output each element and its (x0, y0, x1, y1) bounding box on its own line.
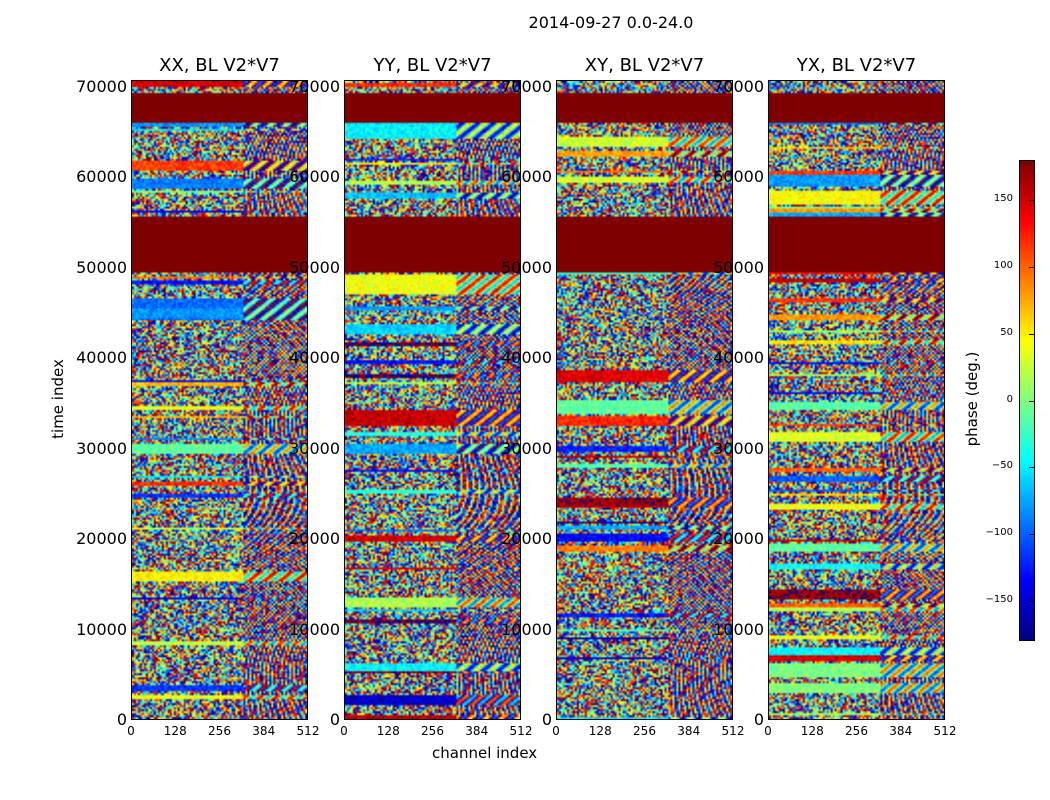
x-tick-label: 384 (252, 724, 276, 738)
x-tick-label: 256 (633, 724, 656, 738)
x-tick-label: 128 (376, 724, 400, 738)
y-tick-label: 10000 (501, 619, 552, 639)
x-tick-label: 384 (465, 724, 489, 738)
panel-title: YY, BL V2*V7 (373, 55, 492, 76)
y-tick-label: 20000 (713, 529, 764, 549)
panel-title: XX, BL V2*V7 (159, 55, 280, 76)
y-tick-label: 60000 (76, 167, 127, 187)
y-tick-label: 10000 (713, 619, 764, 639)
y-tick-label: 30000 (501, 438, 552, 458)
heatmap-panel (768, 80, 945, 720)
colorbar-tick-mark (1029, 400, 1035, 402)
x-tick-label: 512 (721, 724, 745, 738)
y-tick-label: 20000 (289, 529, 340, 549)
colorbar-tick-mark (1029, 534, 1035, 536)
x-axis-label: channel index (432, 744, 538, 762)
x-tick-label: 128 (800, 724, 824, 738)
y-tick-label: 50000 (289, 257, 340, 277)
x-tick-label: 512 (509, 724, 533, 738)
y-axis-label: time index (49, 359, 67, 439)
colorbar-tick-label: 100 (993, 259, 1013, 271)
y-tick-label: 0 (329, 710, 340, 729)
y-tick-label: 60000 (501, 167, 552, 187)
y-tick-label: 10000 (76, 619, 127, 639)
x-tick-label: 256 (421, 724, 444, 738)
colorbar-tick-label: 50 (1000, 326, 1013, 338)
y-tick-label: 10000 (289, 619, 340, 639)
heatmap-image (769, 81, 944, 719)
y-tick-label: 70000 (501, 77, 552, 96)
colorbar-tick-mark (1029, 333, 1035, 335)
y-tick-label: 40000 (713, 348, 764, 368)
x-tick-label: 384 (889, 724, 913, 738)
y-tick-label: 50000 (501, 257, 552, 277)
y-tick-label: 30000 (76, 438, 127, 458)
y-tick-label: 50000 (76, 257, 127, 277)
y-tick-label: 0 (116, 710, 127, 729)
heatmap-image (132, 81, 307, 719)
x-tick-label: 256 (845, 724, 868, 738)
x-tick-label: 0 (552, 724, 560, 738)
heatmap-panel (556, 80, 733, 720)
x-tick-label: 128 (163, 724, 187, 738)
y-tick-label: 40000 (501, 348, 552, 368)
colorbar-tick-label: −100 (985, 527, 1013, 539)
panel-title: YX, BL V2*V7 (796, 55, 917, 76)
y-tick-label: 40000 (76, 348, 127, 368)
x-tick-label: 256 (208, 724, 231, 738)
y-tick-label: 40000 (289, 348, 340, 368)
y-tick-label: 0 (541, 710, 552, 729)
y-tick-label: 60000 (289, 167, 340, 187)
colorbar-tick-mark (1029, 467, 1035, 469)
x-tick-label: 512 (933, 724, 957, 738)
colorbar-tick-mark (1029, 600, 1035, 602)
x-tick-label: 0 (127, 724, 135, 738)
y-tick-label: 30000 (289, 438, 340, 458)
y-tick-label: 20000 (76, 529, 127, 549)
x-tick-label: 128 (588, 724, 612, 738)
x-tick-label: 0 (340, 724, 348, 738)
heatmap-image (345, 81, 520, 719)
panel-title: XY, BL V2*V7 (584, 55, 705, 76)
y-tick-label: 70000 (76, 77, 127, 96)
y-tick-label: 30000 (713, 438, 764, 458)
y-tick-label: 70000 (289, 77, 340, 96)
heatmap-panel (131, 80, 308, 720)
figure-title: 2014-09-27 0.0-24.0 (528, 13, 694, 32)
colorbar-tick-label: −150 (985, 593, 1013, 605)
x-tick-label: 384 (677, 724, 701, 738)
x-tick-label: 0 (764, 724, 772, 738)
heatmap-image (557, 81, 732, 719)
y-tick-label: 0 (753, 710, 764, 729)
y-tick-label: 60000 (713, 167, 764, 187)
heatmap-panel (344, 80, 521, 720)
x-tick-label: 512 (296, 724, 320, 738)
colorbar-tick-label: 0 (1006, 393, 1013, 405)
colorbar-tick-label: −50 (991, 460, 1013, 472)
colorbar-gradient (1020, 161, 1034, 640)
y-tick-label: 70000 (713, 77, 764, 96)
colorbar-tick-mark (1029, 200, 1035, 202)
y-tick-label: 50000 (713, 257, 764, 277)
colorbar-tick-label: 150 (993, 193, 1013, 205)
colorbar-tick-mark (1029, 266, 1035, 268)
y-tick-label: 20000 (501, 529, 552, 549)
